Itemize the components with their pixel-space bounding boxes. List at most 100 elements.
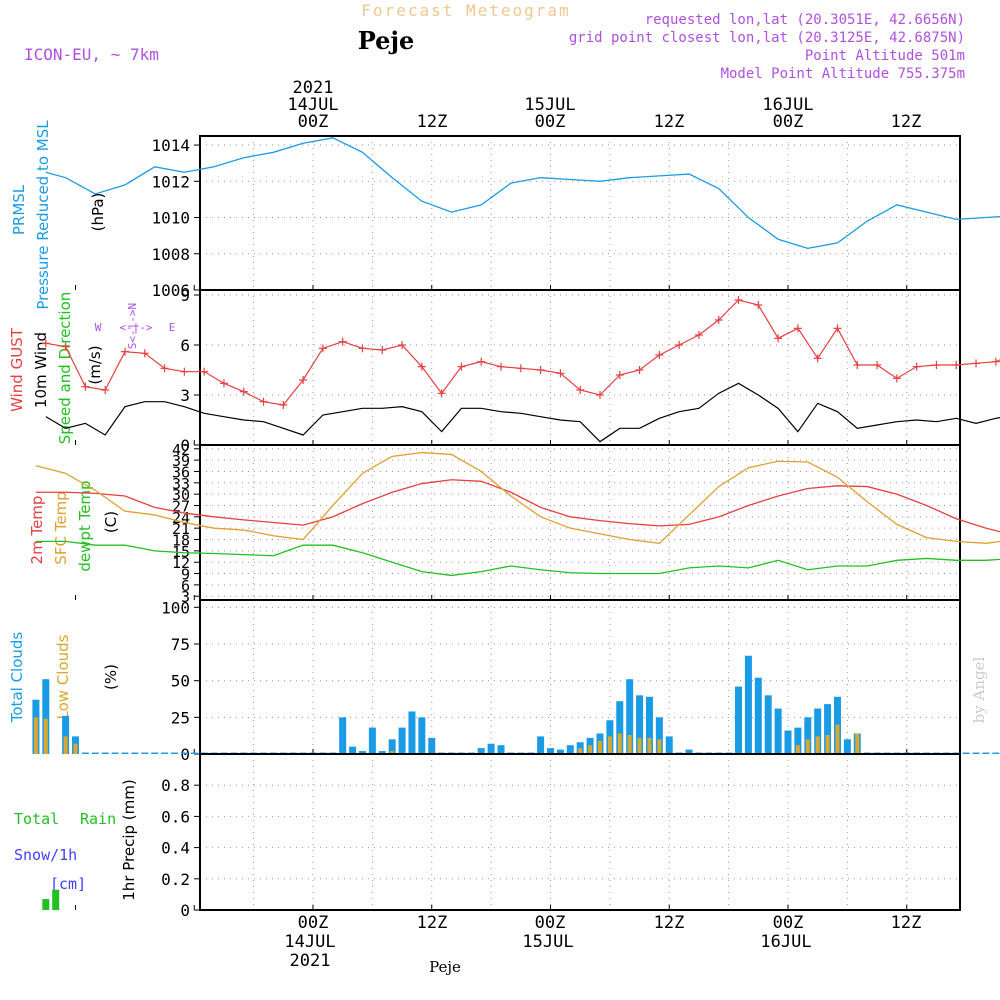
gust-line [45,299,1000,406]
chart-title: Forecast Meteogram [361,1,570,20]
total-cloud-bar [655,717,663,754]
y-tick-label: 25 [171,708,190,727]
total-cloud-bar [339,717,347,754]
total-cloud-bar [121,752,129,754]
rain-bar [52,889,60,910]
low-cloud-bar [43,718,48,754]
y-tick-label: 6 [180,336,190,355]
footer-location: Peje [429,958,461,976]
total-cloud-bar [824,704,832,754]
top-hour-label-3: 00Z [535,112,566,132]
total-cloud-bar [665,736,673,754]
total-cloud-bar [764,695,772,754]
snow-unit-label: [cm] [50,875,86,893]
pressure-line [45,137,1000,249]
compass-we: <-|-> [119,321,152,334]
wind-dir-label: Speed and Direction [56,292,74,445]
dewpt-label: dewpt Temp [76,480,94,571]
top-hour-label-4: 12Z [654,112,685,132]
compass-w: W [95,321,102,334]
y-tick-label: 33 [172,475,190,493]
total-cloud-bar [537,736,545,754]
top-day-label-2: 15JUL [524,95,575,115]
panel-frame [199,135,961,291]
temp2m-line [35,479,1000,533]
top-day-label-3: 16JUL [762,95,813,115]
y-tick-label: 3 [180,386,190,405]
y-tick-label: 0 [180,745,190,764]
y-tick-label: 1006 [151,281,190,300]
total-cloud-bar [368,727,376,754]
low-cloud-bar [597,740,602,754]
temp-unit-label: (C) [102,511,120,533]
y-tick-label: 21 [172,520,190,538]
model-label: ICON-EU, ~ 7km [24,45,159,64]
wind10-label: 10m Wind [32,332,50,408]
low-cloud-bar [617,733,622,754]
low-cloud-bar [588,745,593,754]
total-cloud-bar [794,727,802,754]
top-hour-label-6: 12Z [891,112,922,132]
total-cloud-bar [576,742,584,754]
y-tick-label: 0 [180,901,190,920]
low-cloud-bar [627,734,632,754]
total-cloud-bar [161,752,169,754]
total-cloud-bar [101,752,109,754]
y-tick-label: 1012 [151,172,190,191]
low-cloud-bar [657,739,662,754]
y-tick-label: 9 [180,286,190,305]
total-cloud-bar [962,752,970,754]
total-cloud-bar [843,739,851,754]
total-cloud-bar [992,752,1000,754]
bottom-day-label-1: 14JUL [284,932,335,952]
temp2m-label: 2m Temp [28,496,46,565]
grid-point-coords: grid point closest lon,lat (20.3125E, 42… [569,30,965,46]
watermark: by Angel [970,656,988,723]
low-cloud-bar [795,745,800,754]
total-cloud-bar [547,748,554,754]
requested-coords: requested lon,lat (20.3051E, 42.6656N) [645,12,965,28]
y-tick-label: 42 [172,441,190,459]
total-cloud-bar [497,745,505,754]
bottom-hour-label-5: 00Z [773,913,804,933]
low-cloud-bar [607,736,612,754]
panels-group: 1006100810101012101403693691215182124273… [32,135,1000,920]
low-cloud-bar [815,736,820,754]
bottom-year-label: 2021 [290,951,331,971]
total-cloud-bar [636,695,644,754]
snow-label: Snow/1h [14,846,77,864]
total-cloud-bar [556,749,564,754]
total-cloud-bar [626,679,634,754]
total-cloud-bar [81,752,89,754]
bottom-day-label-2: 15JUL [522,932,573,952]
top-hour-label-1: 00Z [298,112,329,132]
y-tick-label: 0 [180,436,190,455]
low-clouds-label: Low Clouds [54,634,72,719]
compass-e: E [169,321,176,334]
sfc-label: SFC Temp [52,491,70,564]
low-cloud-bar [390,751,395,754]
top-day-label-1: 14JUL [287,95,338,115]
prmsl-unit-label: (hPa) [89,193,107,232]
rain-bar [42,899,50,910]
total-cloud-bar [477,748,485,754]
prmsl-desc-label: Pressure Reduced to MSL [34,120,52,310]
y-tick-label: 1014 [151,136,190,155]
precip-unit-label: 1hr Precip (mm) [120,779,138,900]
y-tick-label: 12 [172,554,190,572]
total-cloud-bar [378,751,386,754]
wind-unit-label: (m/s) [86,345,104,384]
total-clouds-label: Total Clouds [8,632,26,724]
low-cloud-bar [855,733,860,754]
total-cloud-bar [398,727,406,754]
total-cloud-bar [735,686,743,754]
total-cloud-bar [170,752,178,754]
total-cloud-bar [388,739,396,754]
top-hour-label-5: 00Z [773,112,804,132]
low-cloud-bar [805,739,810,754]
panel-frame [199,753,961,911]
y-tick-label: 50 [171,672,190,691]
total-cloud-bar [349,746,357,754]
total-cloud-bar [744,655,752,754]
total-cloud-bar [428,737,436,754]
